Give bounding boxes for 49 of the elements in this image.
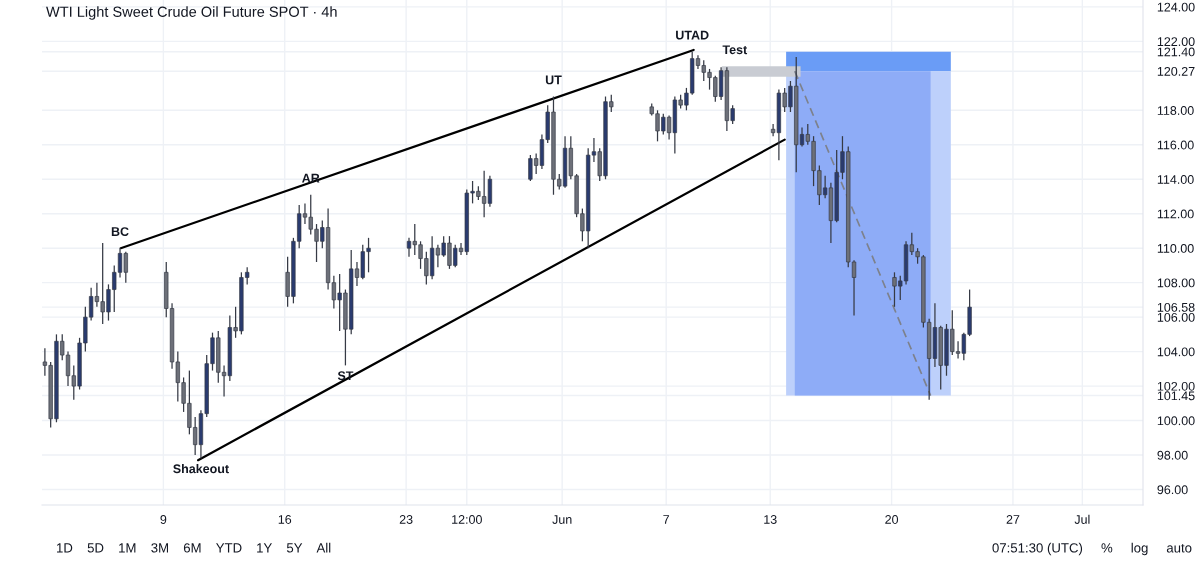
annotation: UTAD [676,30,709,40]
y-tick-label: 121.40 [1157,47,1195,57]
annotation: UT [545,75,562,85]
y-tick-label: 98.00 [1157,450,1188,460]
y-tick-label: 106.00 [1157,312,1195,322]
text: % [1101,543,1113,553]
text: 1D [57,543,73,553]
x-tick-label: Jul [1074,514,1090,524]
y-tick-label: 116.00 [1157,140,1194,150]
y-tick-label: 118.00 [1157,106,1194,115]
text: 1Y [257,543,272,553]
y-tick-label: 100.00 [1157,416,1195,426]
x-tick-label: Jun [552,515,572,524]
y-tick-label: 112.00 [1157,209,1194,219]
y-tick-label: 124.00 [1157,2,1195,12]
annotation: AR [302,173,320,183]
y-tick-label: 101.45 [1157,391,1195,401]
annotation: ST [337,371,354,381]
x-tick-label: 27 [1006,515,1020,524]
y-tick-label: 96.00 [1157,485,1188,495]
annotation: BC [111,227,129,236]
x-tick-label: 12:00 [452,515,482,524]
text: YTD [216,543,242,553]
x-tick-label: 7 [663,515,670,524]
text: 5Y [286,543,303,553]
text: All [316,542,331,553]
x-tick-label: 9 [160,515,167,524]
text: 07:51:30 (UTC) [992,542,1083,556]
text: 1M [119,543,136,553]
x-tick-label: 13 [764,515,777,524]
y-tick-label: 108.00 [1157,278,1195,288]
text: log [1131,542,1148,556]
y-tick-label: 122.00 [1157,37,1195,47]
text: auto [1166,543,1192,553]
x-tick-label: 23 [399,515,413,524]
chart-title: WTI Light Sweet Crude Oil Future SPOT · 4h [46,6,337,20]
y-tick-label: 106.58 [1157,302,1195,312]
y-tick-label: 104.00 [1157,347,1195,357]
y-tick-label: 114.00 [1157,175,1194,184]
annotation: Shakeout [173,464,229,474]
x-tick-label: 20 [885,515,899,524]
text: 5D [87,543,104,553]
y-tick-label: 110.00 [1157,243,1194,253]
y-tick-label: 120.27 [1157,66,1195,76]
text: 3M [151,543,168,553]
annotation: Test [722,45,748,55]
text: 6M [183,543,201,553]
x-tick-label: 16 [278,515,292,524]
y-tick-label: 102.00 [1157,381,1195,391]
